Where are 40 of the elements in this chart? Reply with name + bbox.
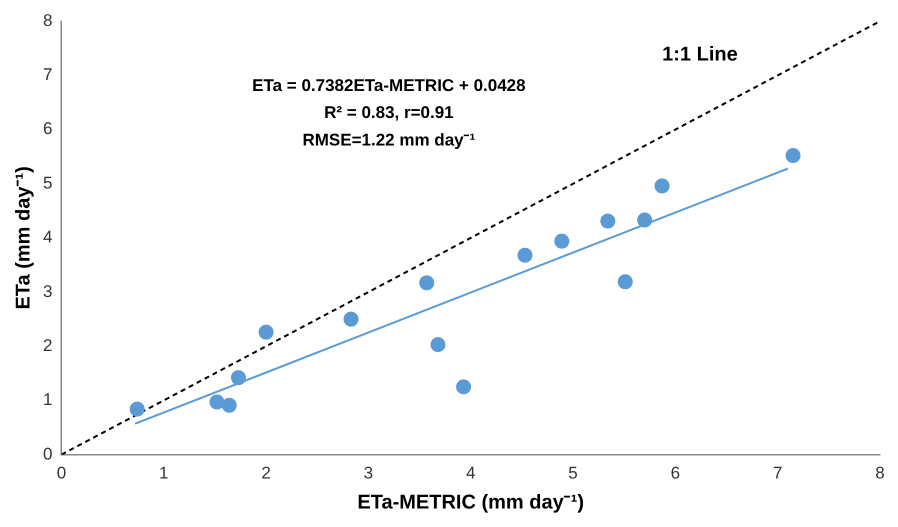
y-tick-label: 8 [42,10,52,30]
x-tick-label: 0 [56,463,66,482]
annotation: 1:1 Line [662,44,738,66]
annotation: R² = 0.83, r=0.91 [324,103,454,122]
point [209,394,224,410]
x-tick-label: 7 [772,463,782,482]
y-tick-label: 2 [42,336,52,355]
y-tick-label: 5 [42,173,52,192]
annotation: ETa = 0.7382ETa-METRIC + 0.0428 [252,76,526,95]
point [600,214,616,229]
y-axis-title: ETa (mm day⁻¹) [12,166,35,310]
point [618,274,633,290]
y-tick-label: 6 [42,119,52,138]
point [637,212,652,228]
point [419,275,434,290]
point [554,234,570,249]
point [222,398,237,413]
point [130,402,145,417]
y-tick-label: 4 [42,228,52,247]
y-tick-label: 1 [42,390,52,410]
point [456,379,472,394]
y-tick-label: 0 [42,444,52,464]
y-tick-label: 7 [42,65,52,84]
x-tick-label: 6 [670,463,680,482]
x-tick-label: 5 [568,463,578,482]
y-tick-label: 3 [42,282,52,301]
point [230,370,246,386]
point [517,248,532,263]
annotation: RMSE=1.22 mm day⁻¹ [302,130,476,150]
point [786,148,801,164]
point [344,312,359,327]
x-tick-label: 3 [364,463,374,482]
x-tick-label: 8 [875,463,885,482]
point [258,324,274,340]
x-tick-label: 4 [466,463,476,482]
x-tick-label: 2 [261,463,271,482]
x-tick-label: 1 [159,463,169,482]
point [654,178,670,194]
point [430,337,446,352]
x-axis-title: ETa-METRIC (mm day⁻¹) [357,492,584,514]
